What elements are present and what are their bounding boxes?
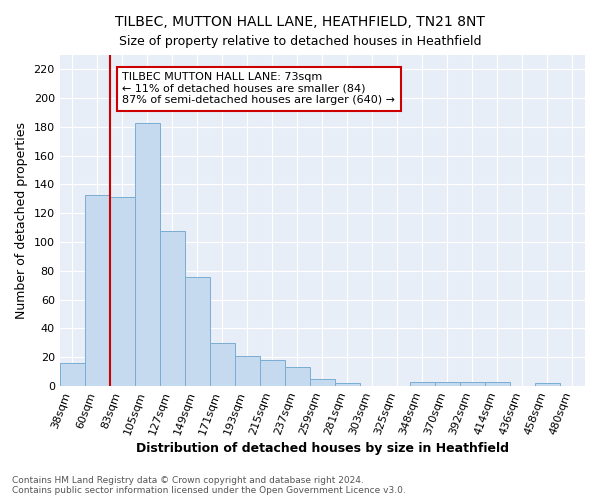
Bar (460, 382, 485, 386)
Bar (185, 276, 210, 386)
Bar (535, 383, 560, 386)
Text: TILBEC, MUTTON HALL LANE, HEATHFIELD, TN21 8NT: TILBEC, MUTTON HALL LANE, HEATHFIELD, TN… (115, 15, 485, 29)
Bar (135, 122, 160, 386)
Bar (59, 363, 85, 386)
Text: TILBEC MUTTON HALL LANE: 73sqm
← 11% of detached houses are smaller (84)
87% of : TILBEC MUTTON HALL LANE: 73sqm ← 11% of … (122, 72, 395, 106)
Bar (260, 360, 285, 386)
Bar (310, 378, 335, 386)
Bar (485, 382, 510, 386)
Bar (210, 342, 235, 386)
Bar (435, 382, 460, 386)
Bar (110, 198, 135, 386)
Text: Size of property relative to detached houses in Heathfield: Size of property relative to detached ho… (119, 35, 481, 48)
Bar (335, 383, 360, 386)
Bar (85, 194, 110, 386)
Text: Contains HM Land Registry data © Crown copyright and database right 2024.
Contai: Contains HM Land Registry data © Crown c… (12, 476, 406, 495)
Bar (235, 356, 260, 386)
Bar (285, 367, 310, 386)
Bar (410, 382, 435, 386)
Y-axis label: Number of detached properties: Number of detached properties (15, 122, 28, 319)
X-axis label: Distribution of detached houses by size in Heathfield: Distribution of detached houses by size … (136, 442, 509, 455)
Bar (160, 230, 185, 386)
